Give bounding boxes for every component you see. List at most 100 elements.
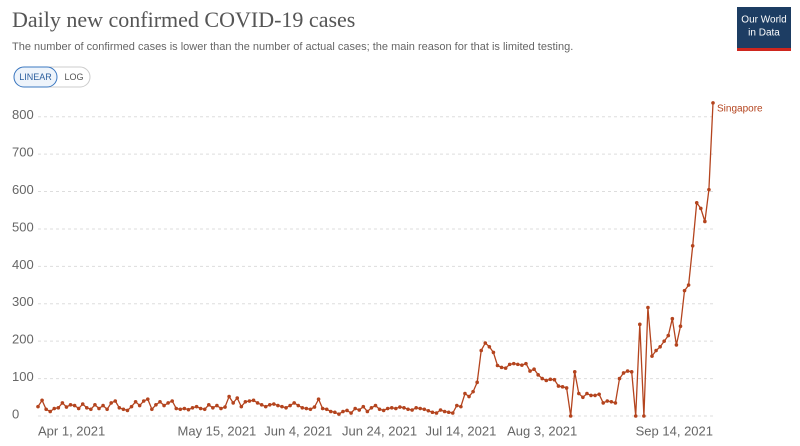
data-point (308, 407, 313, 412)
data-point (333, 410, 337, 415)
data-point (556, 384, 561, 388)
data-point (475, 380, 479, 385)
data-point (694, 200, 699, 205)
log-button-label[interactable]: LOG (64, 72, 83, 82)
logo-strip (737, 48, 791, 51)
y-tick-label: 700 (12, 145, 34, 160)
y-tick-label: 0 (12, 406, 19, 421)
data-point (56, 405, 61, 410)
data-point (686, 283, 691, 287)
logo-text: in Data (748, 28, 780, 39)
data-point (536, 373, 540, 377)
data-point (36, 404, 40, 409)
data-point (280, 404, 284, 409)
data-point (158, 399, 162, 404)
data-point (150, 407, 154, 412)
data-point (357, 408, 362, 412)
data-point (674, 343, 679, 347)
data-point (170, 399, 174, 403)
data-point (137, 403, 142, 408)
data-point (678, 324, 683, 329)
data-point (267, 402, 272, 407)
logo[interactable]: Our World in Data (737, 7, 791, 51)
data-point (581, 395, 585, 400)
data-point (361, 404, 366, 409)
x-tick-label: Jun 4, 2021 (264, 423, 332, 438)
data-point (231, 401, 235, 405)
data-point (125, 408, 130, 413)
data-point (646, 305, 650, 310)
data-point (650, 354, 654, 358)
data-point (479, 348, 484, 353)
data-point (68, 402, 73, 407)
data-point (174, 406, 179, 411)
data-point (337, 412, 341, 416)
data-point (511, 361, 516, 366)
data-point (540, 376, 545, 381)
data-point (300, 405, 305, 410)
series-line (37, 102, 714, 417)
data-point (633, 414, 638, 418)
data-point (44, 407, 48, 412)
data-point (141, 399, 146, 403)
data-point (89, 407, 93, 412)
data-point (459, 404, 463, 409)
x-tick-label: Jun 24, 2021 (342, 423, 417, 438)
data-point (353, 406, 357, 411)
data-point (227, 394, 231, 399)
data-point (625, 369, 630, 373)
data-point (211, 405, 215, 410)
data-point (503, 366, 508, 370)
data-point (564, 386, 569, 390)
y-tick-label: 600 (12, 182, 34, 197)
data-point (377, 407, 382, 412)
data-point (304, 406, 309, 411)
data-point (410, 408, 414, 412)
linear-button[interactable] (13, 66, 58, 88)
data-point (507, 362, 512, 367)
data-point (373, 403, 378, 408)
data-point (699, 206, 703, 211)
data-point (568, 414, 573, 418)
data-point (703, 219, 707, 224)
data-point (154, 402, 158, 407)
x-tick-label: Aug 3, 2021 (507, 423, 577, 438)
data-point (711, 101, 715, 105)
data-point (609, 399, 614, 404)
data-point (662, 339, 667, 343)
data-point (585, 391, 589, 396)
data-point (296, 403, 301, 408)
logo-text: Our World (741, 15, 786, 26)
data-point (235, 396, 240, 400)
x-tick-label: Jul 14, 2021 (425, 423, 496, 438)
data-point (589, 393, 593, 398)
data-point (528, 369, 532, 373)
data-point (341, 409, 345, 414)
x-tick-label: Apr 1, 2021 (38, 423, 105, 438)
data-point (572, 370, 577, 374)
y-tick-label: 400 (12, 257, 34, 272)
data-point (471, 389, 475, 394)
data-point (198, 406, 203, 411)
data-point (455, 403, 459, 408)
data-point (491, 350, 496, 355)
data-point (186, 407, 191, 412)
data-point (524, 361, 528, 366)
data-point (394, 406, 398, 411)
data-point (597, 392, 601, 397)
y-tick-label: 200 (12, 332, 34, 347)
data-point (80, 402, 85, 406)
data-point (276, 403, 280, 408)
data-point (495, 363, 500, 368)
data-point (52, 406, 57, 411)
data-point (398, 405, 402, 409)
linear-button-label[interactable]: LINEAR (19, 72, 52, 82)
data-point (430, 410, 435, 415)
data-point (548, 377, 553, 382)
data-point (206, 402, 211, 407)
chart-title: Daily new confirmed COVID-19 cases (12, 7, 355, 32)
data-point (483, 341, 488, 345)
data-point (194, 404, 199, 409)
data-point (259, 402, 264, 407)
